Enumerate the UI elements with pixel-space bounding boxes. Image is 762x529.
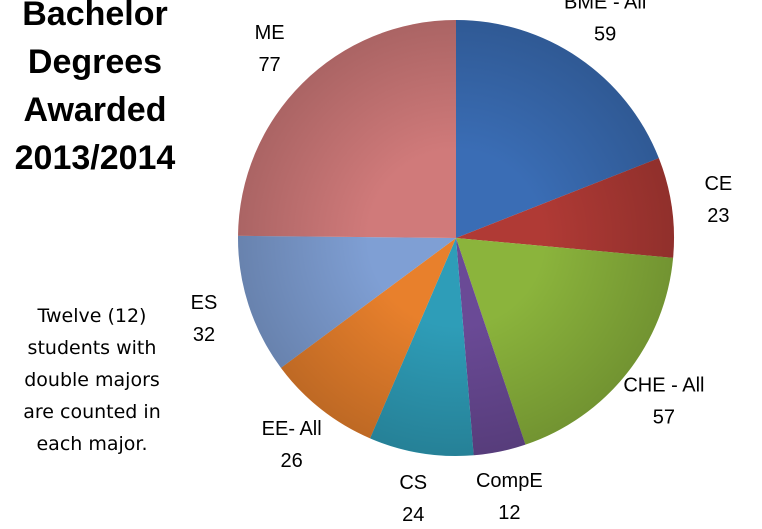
slice-label: CE <box>704 173 732 195</box>
slice-label: ME <box>255 22 285 44</box>
slice-value: 32 <box>193 324 215 346</box>
slice-label: CHE - All <box>623 375 704 397</box>
slice-label: BME - All <box>564 0 646 13</box>
slice-value: 24 <box>402 504 424 526</box>
slice-value: 12 <box>498 502 520 524</box>
chart-title: Bachelor Degrees Awarded 2013/2014 <box>14 0 176 177</box>
slice-value: 26 <box>281 450 303 472</box>
slice-value: 77 <box>258 54 280 76</box>
slice-value: 57 <box>653 407 675 429</box>
slice-label: CompE <box>476 470 543 492</box>
annotation: Twelve (12) students with double majors … <box>23 305 161 455</box>
slice-label: EE- All <box>262 418 322 440</box>
pie-slice <box>238 20 456 238</box>
slice-value: 59 <box>594 23 616 45</box>
slice-value: 23 <box>707 205 729 227</box>
slice-label: ES <box>191 292 218 314</box>
slice-label: CS <box>399 472 427 494</box>
